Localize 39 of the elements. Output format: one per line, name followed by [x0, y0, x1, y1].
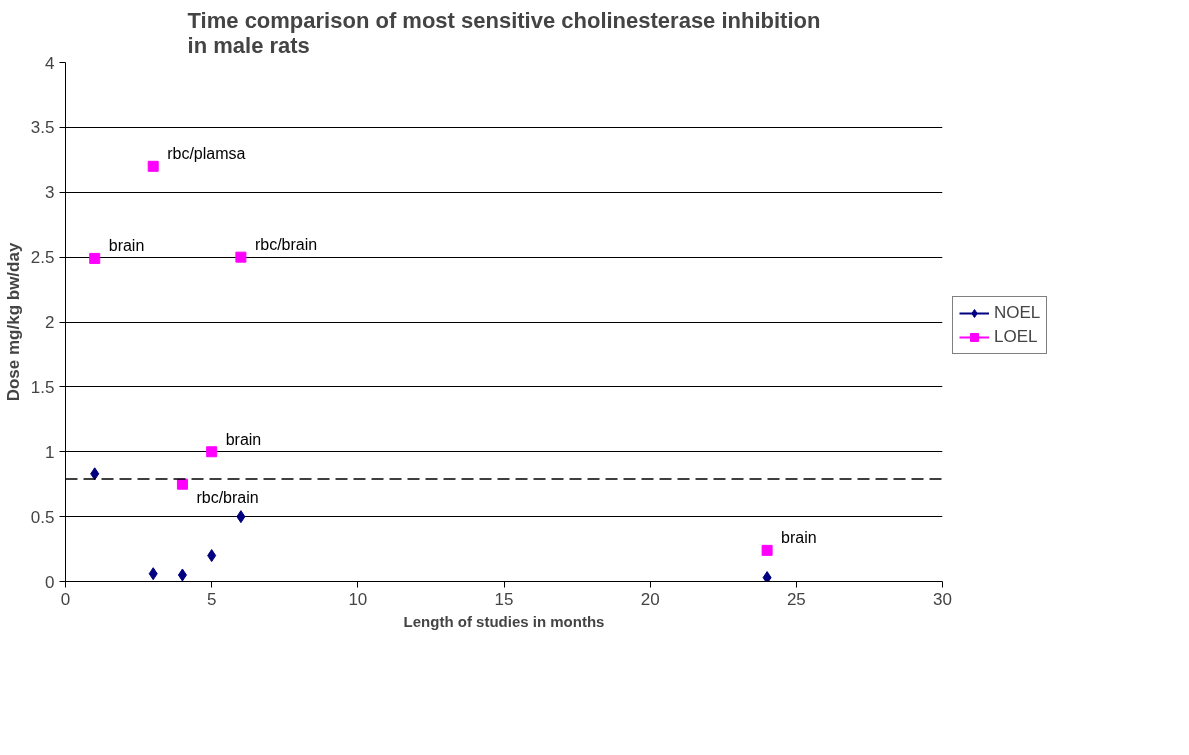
chart-title: Time comparison of most sensitive cholinesterase inhibition in male rats — [187, 7, 821, 58]
annotation: brain — [781, 529, 817, 547]
point — [235, 251, 247, 263]
point — [177, 568, 187, 582]
point — [207, 549, 217, 563]
annotation: rbc/plamsa — [167, 145, 246, 163]
point — [236, 510, 246, 524]
point — [148, 567, 158, 581]
point — [762, 571, 772, 582]
legend-label: LOEL — [994, 327, 1038, 347]
x-tick-label: 0 — [60, 589, 71, 609]
y-tick-label: 2.5 — [30, 248, 55, 268]
x-tick-label: 5 — [206, 589, 217, 609]
x-tick-label: 30 — [933, 589, 952, 609]
x-tick-label: 25 — [786, 589, 806, 609]
point — [206, 446, 218, 458]
x-tick-label: 15 — [494, 589, 514, 609]
annotation: rbc/brain — [254, 236, 318, 254]
y-tick-label: 3 — [45, 183, 55, 203]
y-tick-label: 3.5 — [30, 118, 55, 138]
point — [761, 544, 773, 556]
point — [90, 467, 100, 481]
y-tick-label: 4 — [45, 53, 55, 73]
annotation: brain — [225, 430, 262, 448]
x-tick-label: 10 — [348, 589, 368, 609]
point — [147, 160, 159, 172]
point — [89, 252, 101, 264]
y-tick-label: 2 — [45, 313, 55, 332]
y-tick-label: 1.5 — [30, 377, 55, 397]
annotation: rbc/brain — [196, 489, 259, 507]
y-tick-label: 1 — [45, 442, 55, 462]
y-tick-label: 0 — [45, 572, 55, 592]
x-tick-label: 20 — [640, 589, 660, 609]
y-tick-label: 0.5 — [30, 507, 55, 527]
legend-label: NOEL — [994, 303, 1041, 323]
point — [176, 478, 188, 490]
y-axis-title: Dose mg/kg bw/day — [3, 242, 23, 402]
annotation: brain — [108, 237, 145, 255]
x-axis-title: Length of studies in months — [403, 612, 605, 630]
